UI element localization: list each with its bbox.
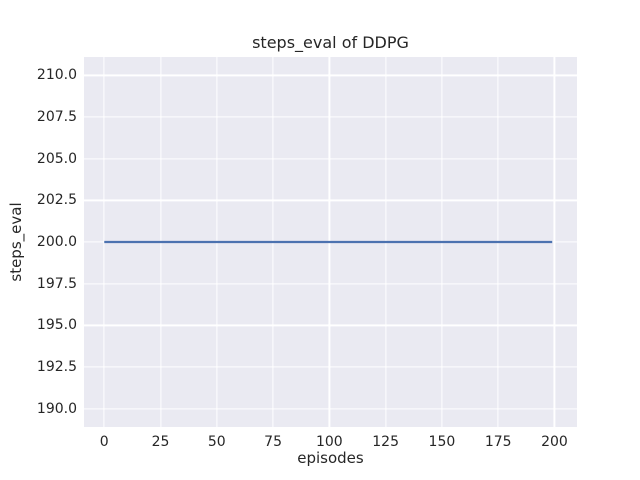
gridline-horizontal <box>84 366 577 368</box>
x-tick-label: 175 <box>484 434 512 450</box>
y-tick-label: 190.0 <box>36 400 77 417</box>
y-tick-label: 205.0 <box>36 150 77 167</box>
x-tick-label: 50 <box>207 434 226 450</box>
gridline-horizontal <box>84 199 577 201</box>
gridline-horizontal <box>84 74 577 76</box>
x-tick-label: 25 <box>151 434 170 450</box>
gridline-horizontal <box>84 116 577 118</box>
data-line-svg <box>84 57 577 427</box>
gridline-horizontal <box>84 158 577 160</box>
y-tick-label: 207.5 <box>36 109 77 125</box>
x-tick-label: 75 <box>264 434 283 450</box>
x-tick-label: 200 <box>541 434 568 450</box>
x-tick-label: 0 <box>99 434 109 450</box>
x-tick-labels: 0 25 50 75 100 125 150 175 200 <box>84 427 577 450</box>
x-tick-label: 100 <box>315 434 343 450</box>
y-tick-labels: 190.0 192.5 195.0 197.5 200.0 202.5 205.0 207.5… <box>0 57 77 427</box>
x-tick-label: 150 <box>428 434 456 450</box>
plot-area <box>84 57 577 427</box>
y-axis-label: steps_eval <box>7 202 25 282</box>
gridline-horizontal <box>84 324 577 326</box>
y-tick-label: 195.0 <box>36 317 77 334</box>
y-tick-label: 197.5 <box>36 275 77 292</box>
x-axis-label: episodes <box>297 449 364 467</box>
chart-title: steps_eval of DDPG <box>252 33 409 52</box>
y-tick-label: 192.5 <box>36 359 77 375</box>
x-tick-label: 125 <box>372 434 400 450</box>
y-tick-label: 210.0 <box>36 67 77 84</box>
gridline-horizontal <box>84 283 577 285</box>
gridline-horizontal <box>84 408 577 410</box>
y-tick-label: 200.0 <box>36 234 77 250</box>
y-tick-label: 202.5 <box>36 192 77 209</box>
